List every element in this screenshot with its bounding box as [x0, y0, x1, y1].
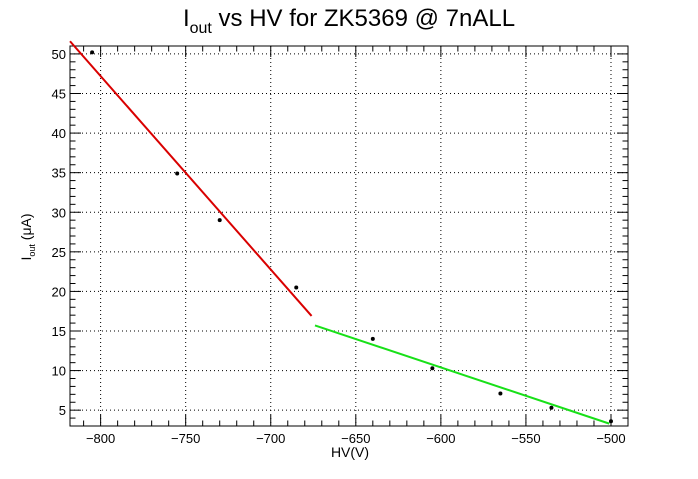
y-axis-label-main: I [18, 257, 34, 261]
grid [70, 46, 628, 426]
fit-lines [69, 40, 610, 425]
y-tick-label: 40 [52, 126, 66, 141]
y-tick-label: 35 [52, 166, 66, 181]
data-point [294, 285, 299, 290]
data-point [498, 391, 503, 396]
y-axis-label-rest: (μA) [18, 213, 34, 244]
chart-title-sub: out [190, 20, 213, 37]
x-tick-label: −550 [511, 431, 540, 446]
x-tick-label: −750 [171, 431, 200, 446]
data-points [90, 50, 613, 424]
data-point [549, 405, 554, 410]
chart-title: Iout vs HV for ZK5369 @ 7nALL [183, 5, 515, 37]
y-tick-label: 20 [52, 284, 66, 299]
data-point [217, 218, 222, 223]
fit-line-high-voltage [69, 40, 313, 317]
axes: −800 −750 −700 −650 −600 −550 −500 5 10 15 20 25 30 3… [52, 45, 629, 446]
y-tick-label: 15 [52, 324, 66, 339]
y-tick-label: 45 [52, 87, 66, 102]
y-tick-label: 10 [52, 364, 66, 379]
x-tick-label: −500 [596, 431, 625, 446]
chart-title-main: I [183, 5, 190, 32]
data-point [90, 50, 95, 55]
plot-frame [69, 45, 629, 427]
x-tick-label: −700 [256, 431, 285, 446]
data-point [370, 336, 375, 341]
data-point [175, 171, 180, 176]
y-tick-label: 5 [59, 403, 66, 418]
fit-line-low-voltage [314, 324, 610, 425]
data-point [608, 419, 613, 424]
y-tick-label: 30 [52, 205, 66, 220]
y-axis-label-sub: out [27, 244, 37, 257]
y-tick-label: 25 [52, 245, 66, 260]
data-point [430, 366, 435, 371]
x-tick-label: −650 [341, 431, 370, 446]
x-axis-label: HV(V) [331, 444, 369, 460]
x-tick-label: −800 [86, 431, 115, 446]
y-axis-label: Iout (μA) [18, 213, 37, 260]
chart-title-rest: vs HV for ZK5369 @ 7nALL [212, 5, 515, 32]
y-tick-label: 50 [52, 47, 66, 62]
x-tick-label: −600 [426, 431, 455, 446]
